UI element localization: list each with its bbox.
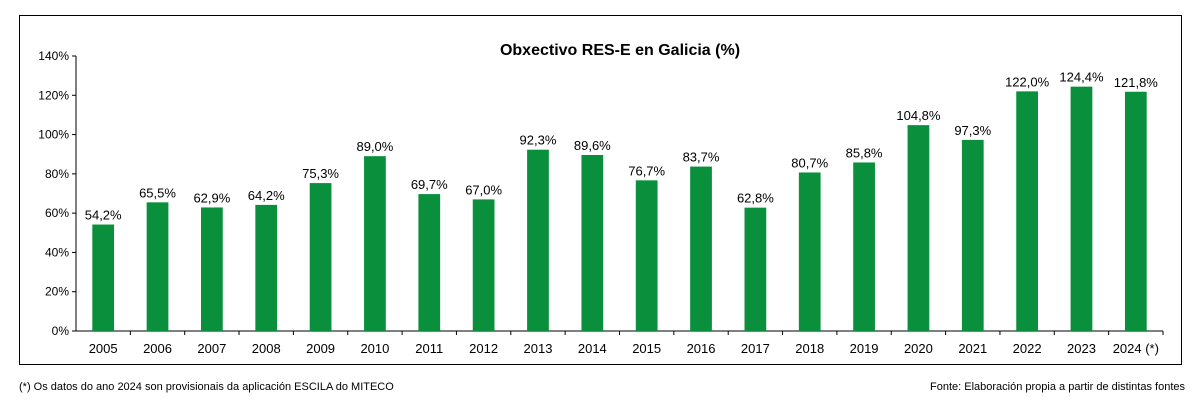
bar-2011 <box>418 194 441 331</box>
y-tick-label: 0% <box>52 324 70 338</box>
bar-2020 <box>907 125 930 332</box>
data-label: 104,8% <box>896 108 941 123</box>
y-tick-label: 120% <box>38 88 69 102</box>
data-label: 124,4% <box>1059 70 1104 85</box>
y-tick-label: 20% <box>45 285 69 299</box>
data-label: 62,9% <box>193 190 230 205</box>
data-label: 92,3% <box>520 133 557 148</box>
y-tick-label: 60% <box>45 206 69 220</box>
bar-2019 <box>853 162 875 331</box>
x-tick-label: 2005 <box>89 341 118 356</box>
data-label: 62,8% <box>737 191 774 206</box>
bar-2005 <box>92 224 115 331</box>
data-labels: 54,2% 65,5% 62,9% 64,2% 75,3% 89,0% 69,7% 67,0%… <box>85 70 1159 223</box>
data-label: 65,5% <box>139 185 176 200</box>
x-tick-label: 2017 <box>741 341 770 356</box>
footnote-source: Fonte: Elaboración propia a partir de di… <box>930 381 1185 393</box>
bar-2009 <box>309 183 332 331</box>
data-label: 122,0% <box>1005 74 1050 89</box>
x-tick-label: 2012 <box>469 341 498 356</box>
x-tick-label: 2009 <box>306 341 335 356</box>
data-label: 89,0% <box>356 139 393 154</box>
y-tick-label: 40% <box>45 245 69 259</box>
bar-2008 <box>255 204 278 331</box>
x-tick-label: 2010 <box>360 341 389 356</box>
y-tick-label: 80% <box>45 167 69 181</box>
x-tick-label: 2022 <box>1013 341 1042 356</box>
bar-2017 <box>744 207 767 331</box>
x-tick-label: 2019 <box>850 341 879 356</box>
bar-2013 <box>527 149 549 331</box>
x-tick-label: 2020 <box>904 341 933 356</box>
data-label: 64,2% <box>248 188 285 203</box>
x-tick-label: 2007 <box>197 341 226 356</box>
chart-title: Obxectivo RES-E en Galicia (%) <box>500 42 740 59</box>
data-label: 67,0% <box>465 182 502 197</box>
bar-2007 <box>201 207 223 331</box>
x-tick-label: 2015 <box>632 341 661 356</box>
data-label: 75,3% <box>302 166 339 181</box>
x-tick-label: 2008 <box>252 341 281 356</box>
data-label: 80,7% <box>791 155 828 170</box>
bar-2016 <box>690 166 712 331</box>
footnote-provisional-data: (*) Os datos do ano 2024 son provisionai… <box>19 381 394 393</box>
x-tick-label: 2006 <box>143 341 172 356</box>
bar-chart: Obxectivo RES-E en Galicia (%) 0% 20% 40% 6… <box>38 42 1164 356</box>
data-label: 97,3% <box>954 123 991 138</box>
bars <box>92 86 1147 332</box>
bar-2006 <box>146 202 169 331</box>
y-axis: 0% 20% 40% 60% 80% 100% 120% 140% <box>38 49 77 338</box>
bar-2021 <box>961 139 984 331</box>
bar-2012 <box>472 199 495 331</box>
data-label: 76,7% <box>628 163 665 178</box>
x-tick-label: 2013 <box>524 341 553 356</box>
bar-2014 <box>581 155 604 331</box>
chart-frame: Obxectivo RES-E en Galicia (%) 0% 20% 40% 6… <box>19 15 1182 365</box>
data-label: 54,2% <box>85 208 122 223</box>
x-tick-label: 2023 <box>1067 341 1096 356</box>
data-label: 85,8% <box>846 145 883 160</box>
x-tick-label: 2014 <box>578 341 607 356</box>
data-label: 121,8% <box>1114 75 1159 90</box>
bar-2015 <box>635 180 658 331</box>
data-label: 69,7% <box>411 177 448 192</box>
y-tick-label: 100% <box>38 128 69 142</box>
x-axis: 2005 2006 2007 2008 2009 2010 2011 2012 2013 2014… <box>76 330 1164 356</box>
x-tick-label: 2018 <box>795 341 824 356</box>
x-tick-label: 2021 <box>958 341 987 356</box>
y-tick-label: 140% <box>38 49 69 63</box>
x-tick-label: 2011 <box>415 341 443 356</box>
x-tick-label: 2024 (*) <box>1113 341 1159 356</box>
bar-2024 <box>1124 91 1147 331</box>
x-tick-label: 2016 <box>687 341 716 356</box>
bar-2022 <box>1016 91 1038 331</box>
data-label: 89,6% <box>574 138 611 153</box>
bar-2010 <box>364 156 386 331</box>
bar-2023 <box>1070 86 1093 332</box>
data-label: 83,7% <box>683 150 720 165</box>
bar-2018 <box>798 172 821 331</box>
